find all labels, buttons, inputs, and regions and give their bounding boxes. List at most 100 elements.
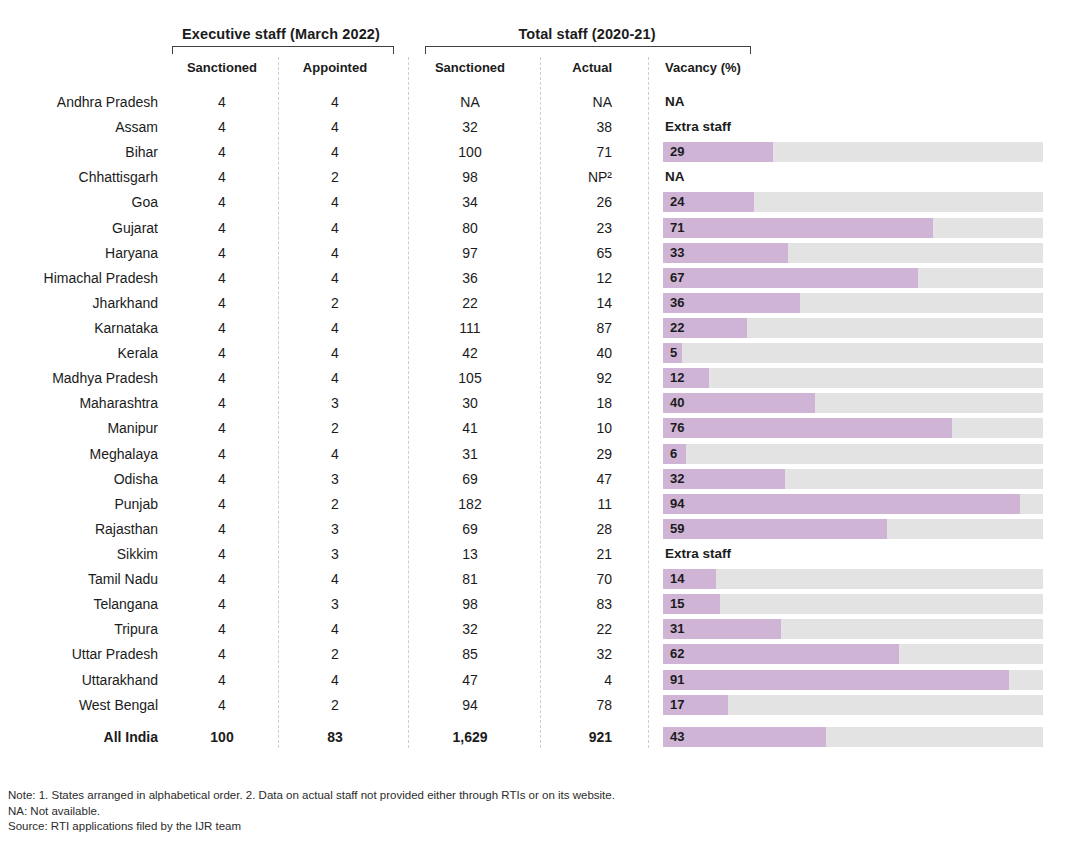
col-header-exec-appointed: Appointed: [275, 60, 395, 75]
exec-sanctioned-value: 4: [162, 697, 282, 713]
vacancy-bar: 91: [663, 670, 1043, 690]
vacancy-value: 33: [670, 243, 684, 263]
table-row: Punjab421821194: [0, 491, 1070, 516]
vacancy-bar: 43: [663, 727, 1043, 747]
total-actual-value: 10: [492, 420, 612, 436]
vacancy-bar-fill: [663, 494, 1020, 514]
exec-appointed-value: 4: [275, 144, 395, 160]
exec-appointed-value: 83: [275, 729, 395, 745]
exec-sanctioned-value: 4: [162, 596, 282, 612]
vacancy-bar: 6: [663, 444, 1043, 464]
state-label: Himachal Pradesh: [0, 270, 158, 286]
vacancy-value: 91: [670, 670, 684, 690]
exec-appointed-value: 4: [275, 220, 395, 236]
vacancy-bar-fill: [663, 727, 826, 747]
exec-appointed-value: 2: [275, 496, 395, 512]
total-actual-value: 22: [492, 621, 612, 637]
state-label: Gujarat: [0, 220, 158, 236]
vacancy-bar: 22: [663, 318, 1043, 338]
exec-appointed-value: 3: [275, 395, 395, 411]
exec-sanctioned-value: 4: [162, 571, 282, 587]
vacancy-cell: 15: [663, 594, 1043, 614]
exec-appointed-value: 4: [275, 320, 395, 336]
vacancy-value: 67: [670, 268, 684, 288]
vacancy-value: 17: [670, 695, 684, 715]
vacancy-text: Extra staff: [665, 544, 731, 564]
total-row: All India100831,62992143: [0, 724, 1070, 749]
note-line-1: Note: 1. States arranged in alphabetical…: [8, 788, 615, 804]
vacancy-bar: 59: [663, 519, 1043, 539]
table-row: Goa44342624: [0, 190, 1070, 215]
vacancy-cell: 33: [663, 243, 1043, 263]
table-row: Rajasthan43692859: [0, 516, 1070, 541]
vacancy-value: 32: [670, 469, 684, 489]
exec-sanctioned-value: 4: [162, 119, 282, 135]
state-label: Haryana: [0, 245, 158, 261]
vacancy-value: 22: [670, 318, 684, 338]
vacancy-bar: 14: [663, 569, 1043, 589]
exec-sanctioned-value: 4: [162, 521, 282, 537]
column-group-title-total: Total staff (2020-21): [437, 26, 737, 42]
state-label: Tamil Nadu: [0, 571, 158, 587]
total-actual-value: 87: [492, 320, 612, 336]
vacancy-bar: 17: [663, 695, 1043, 715]
state-label: Sikkim: [0, 546, 158, 562]
exec-appointed-value: 4: [275, 119, 395, 135]
exec-sanctioned-value: 4: [162, 646, 282, 662]
state-label: Chhattisgarh: [0, 169, 158, 185]
total-actual-value: 14: [492, 295, 612, 311]
total-actual-value: 65: [492, 245, 612, 261]
exec-sanctioned-value: 4: [162, 546, 282, 562]
exec-appointed-value: 2: [275, 420, 395, 436]
exec-appointed-value: 3: [275, 521, 395, 537]
footnotes: Note: 1. States arranged in alphabetical…: [8, 788, 615, 835]
vacancy-bar: 24: [663, 192, 1043, 212]
vacancy-value: 43: [670, 727, 684, 747]
vacancy-bar-fill: [663, 218, 933, 238]
exec-appointed-value: 3: [275, 471, 395, 487]
state-label: Punjab: [0, 496, 158, 512]
table-row: Bihar441007129: [0, 140, 1070, 165]
vacancy-cell: 91: [663, 670, 1043, 690]
exec-appointed-value: 3: [275, 596, 395, 612]
exec-sanctioned-value: 4: [162, 295, 282, 311]
column-group-title-executive: Executive staff (March 2022): [131, 26, 431, 42]
table-row: Telangana43988315: [0, 592, 1070, 617]
vacancy-cell: 14: [663, 569, 1043, 589]
exec-sanctioned-value: 4: [162, 270, 282, 286]
vacancy-value: 62: [670, 644, 684, 664]
vacancy-value: 94: [670, 494, 684, 514]
total-actual-value: 32: [492, 646, 612, 662]
note-line-3: Source: RTI applications filed by the IJ…: [8, 819, 615, 835]
state-label: Odisha: [0, 471, 158, 487]
vacancy-value: 71: [670, 218, 684, 238]
exec-appointed-value: 2: [275, 646, 395, 662]
bracket-total: [425, 46, 751, 54]
table-row: Meghalaya4431296: [0, 441, 1070, 466]
state-label: Tripura: [0, 621, 158, 637]
vacancy-bar: 94: [663, 494, 1043, 514]
vacancy-cell: 71: [663, 218, 1043, 238]
vacancy-cell: 12: [663, 368, 1043, 388]
col-header-exec-sanctioned: Sanctioned: [162, 60, 282, 75]
vacancy-value: 59: [670, 519, 684, 539]
exec-sanctioned-value: 4: [162, 446, 282, 462]
state-label: Meghalaya: [0, 446, 158, 462]
vacancy-bar-fill: [663, 418, 952, 438]
total-actual-value: 70: [492, 571, 612, 587]
vacancy-cell: 22: [663, 318, 1043, 338]
state-label: Assam: [0, 119, 158, 135]
exec-appointed-value: 4: [275, 370, 395, 386]
exec-sanctioned-value: 4: [162, 420, 282, 436]
vacancy-value: 31: [670, 619, 684, 639]
vacancy-bar-fill: [663, 644, 899, 664]
bracket-executive: [172, 46, 394, 54]
exec-appointed-value: 4: [275, 270, 395, 286]
vacancy-value: 12: [670, 368, 684, 388]
total-actual-value: 83: [492, 596, 612, 612]
vacancy-bar: 40: [663, 393, 1043, 413]
vacancy-cell: 17: [663, 695, 1043, 715]
vacancy-bar-fill: [663, 519, 887, 539]
table-row: Tripura44322231: [0, 617, 1070, 642]
table-row: Madhya Pradesh441059212: [0, 366, 1070, 391]
